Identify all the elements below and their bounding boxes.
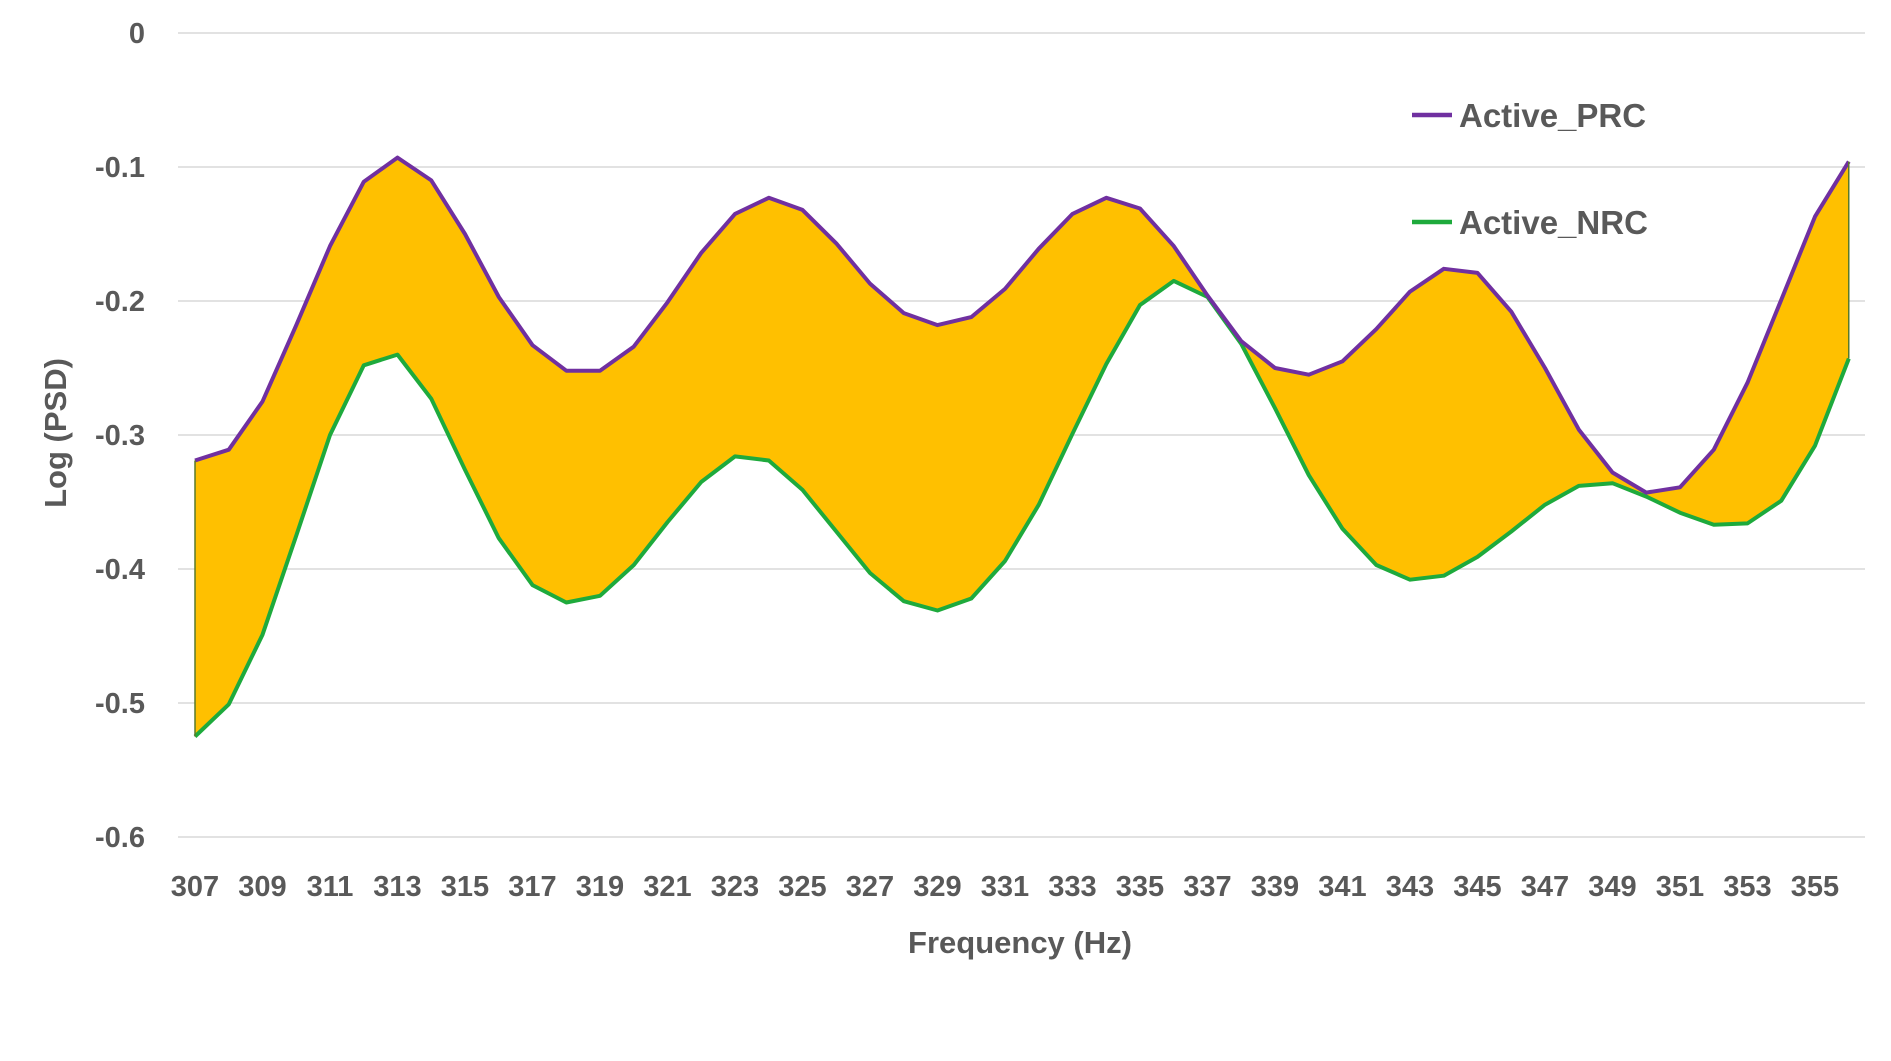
x-tick-label: 339 [1251, 871, 1299, 903]
x-tick-label: 343 [1386, 871, 1434, 903]
y-tick-label: -0.4 [95, 554, 145, 586]
x-tick-label: 325 [778, 871, 826, 903]
x-tick-label: 317 [508, 871, 556, 903]
y-tick-label: -0.2 [95, 286, 145, 318]
y-tick-label: -0.3 [95, 420, 145, 452]
x-tick-label: 311 [307, 871, 354, 903]
y-tick-label: 0 [129, 18, 145, 50]
x-tick-label: 331 [981, 871, 1029, 903]
x-tick-label: 335 [1116, 871, 1164, 903]
legend: Active_PRC Active_NRC [1412, 97, 1648, 241]
y-axis-title: Log (PSD) [38, 358, 73, 508]
x-tick-label: 315 [441, 871, 489, 903]
y-tick-label: -0.6 [95, 822, 145, 854]
y-tick-labels: 0 -0.1 -0.2 -0.3 -0.4 -0.5 -0.6 [95, 18, 145, 854]
series-line-active-nrc [193, 278, 1851, 738]
x-tick-label: 355 [1791, 871, 1839, 903]
series-line-active-prc [194, 155, 1851, 495]
x-tick-label: 351 [1656, 871, 1704, 903]
x-tick-label: 353 [1723, 871, 1771, 903]
x-tick-label: 321 [643, 871, 691, 903]
x-tick-label: 349 [1588, 871, 1636, 903]
x-tick-label: 347 [1521, 871, 1569, 903]
y-tick-label: -0.5 [95, 688, 145, 720]
difference-band [195, 157, 1849, 737]
x-tick-label: 341 [1318, 871, 1366, 903]
x-tick-label: 307 [171, 871, 219, 903]
series-lines [193, 155, 1851, 738]
x-tick-label: 345 [1453, 871, 1501, 903]
x-tick-label: 313 [373, 871, 421, 903]
x-tick-label: 319 [576, 871, 624, 903]
x-tick-label: 327 [846, 871, 894, 903]
x-tick-label: 329 [913, 871, 961, 903]
y-tick-label: -0.1 [95, 152, 145, 184]
x-tick-labels: 307 309 311 313 315 317 319 321 323 325 327 329 331 3… [171, 871, 1839, 903]
x-tick-label: 337 [1183, 871, 1231, 903]
x-tick-label: 309 [238, 871, 286, 903]
x-tick-label: 333 [1048, 871, 1096, 903]
x-tick-label: 323 [711, 871, 759, 903]
legend-label-active-prc: Active_PRC [1459, 97, 1646, 134]
x-axis-title: Frequency (Hz) [908, 925, 1132, 960]
legend-label-active-nrc: Active_NRC [1459, 204, 1648, 241]
